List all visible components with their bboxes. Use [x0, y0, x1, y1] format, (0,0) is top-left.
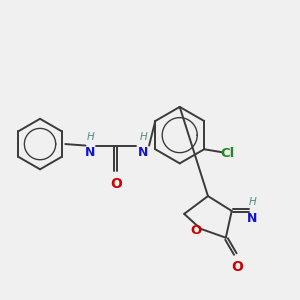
Text: N: N	[85, 146, 96, 159]
Text: H: H	[140, 132, 147, 142]
Text: H: H	[249, 197, 256, 207]
Text: N: N	[138, 146, 148, 159]
Text: O: O	[231, 260, 243, 274]
Text: H: H	[87, 132, 94, 142]
Text: Cl: Cl	[220, 147, 234, 160]
Text: O: O	[190, 224, 202, 237]
Text: O: O	[110, 177, 122, 191]
Text: N: N	[248, 212, 258, 224]
